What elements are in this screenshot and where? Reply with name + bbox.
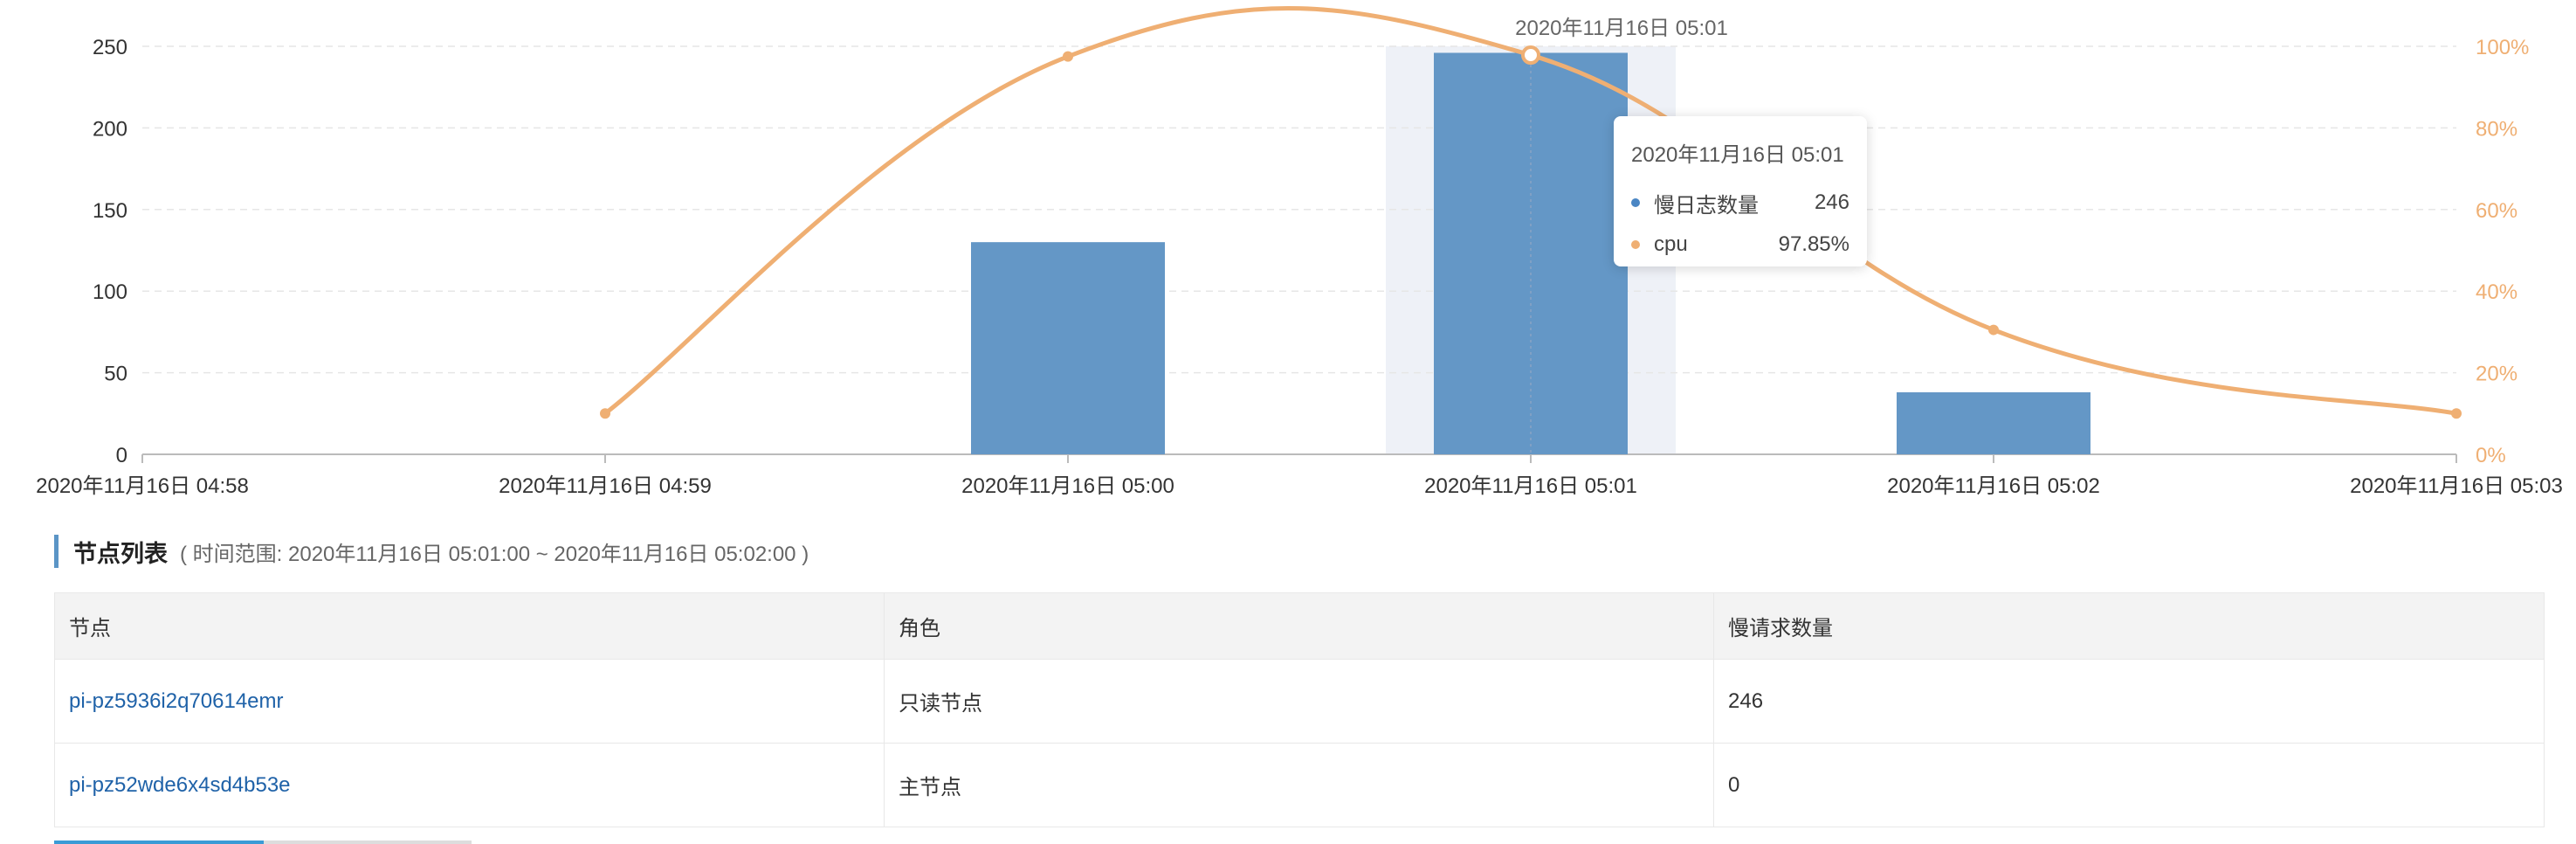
y-left-tick-label: 0 — [116, 444, 127, 467]
bar — [1897, 392, 2090, 454]
cpu-point — [1988, 324, 1999, 336]
hover-axis-label: 2020年11月16日 05:01 — [1515, 17, 1728, 40]
count-cell: 0 — [1713, 743, 2545, 827]
role-cell: 只读节点 — [884, 659, 1714, 744]
node-link[interactable]: pi-pz52wde6x4sd4b53e — [69, 772, 291, 797]
y-right-tick-label: 40% — [2476, 280, 2517, 304]
y-left-tick-label: 250 — [93, 36, 127, 59]
cpu-point — [2451, 408, 2462, 419]
series-dot-icon — [1631, 198, 1640, 207]
y-right-tick-label: 0% — [2476, 444, 2506, 467]
column-header-role: 角色 — [884, 592, 1714, 660]
table-row: pi-pz5936i2q70614emr 只读节点 246 — [54, 659, 2545, 744]
time-range: ( 时间范围: 2020年11月16日 05:01:00 ~ 2020年11月1… — [180, 542, 809, 566]
y-left-tick-label: 200 — [93, 117, 127, 141]
node-link[interactable]: pi-pz5936i2q70614emr — [69, 688, 284, 713]
section-title: 节点列表 — [73, 540, 168, 567]
y-right-tick-label: 80% — [2476, 117, 2517, 141]
cpu-point — [1063, 51, 1073, 62]
slow-log-chart: 0 50 100 150 200 250 0% 20% 40% 60% 80% 100% 2020年11… — [36, 5, 2563, 498]
node-list-heading: 节点列表 ( 时间范围: 2020年11月16日 05:01:00 ~ 2020… — [54, 535, 809, 568]
series-dot-icon — [1631, 240, 1640, 249]
count-cell: 246 — [1713, 659, 2545, 744]
tooltip-row: 慢日志数量 246 — [1631, 182, 1849, 224]
y-right-tick-label: 60% — [2476, 199, 2517, 223]
x-tick-label: 2020年11月16日 05:03 — [2350, 474, 2563, 498]
chart-area: 0 50 100 150 200 250 0% 20% 40% 60% 80% 100% 2020年11… — [36, 5, 2563, 498]
node-cell: pi-pz5936i2q70614emr — [54, 659, 885, 744]
node-table: 节点 角色 慢请求数量 pi-pz5936i2q70614emr 只读节点 24… — [54, 592, 2545, 827]
y-left-tick-label: 50 — [104, 363, 127, 386]
column-header-node: 节点 — [54, 592, 885, 660]
x-tick-label: 2020年11月16日 04:58 — [36, 474, 249, 498]
x-tick-label: 2020年11月16日 04:59 — [499, 474, 712, 498]
bar — [1434, 52, 1628, 455]
column-header-slow-count: 慢请求数量 — [1713, 592, 2545, 660]
tooltip-series-name: 慢日志数量 — [1654, 193, 1759, 218]
x-tick-label: 2020年11月16日 05:00 — [961, 474, 1174, 498]
table-header-row: 节点 角色 慢请求数量 — [54, 592, 2545, 660]
node-cell: pi-pz52wde6x4sd4b53e — [54, 743, 885, 827]
tooltip-series-value: 246 — [1814, 190, 1849, 214]
cpu-point-active — [1521, 45, 1540, 66]
tooltip-row: cpu 97.85% — [1631, 224, 1849, 266]
y-left-tick-label: 150 — [93, 199, 127, 223]
y-left-tick-label: 100 — [93, 280, 127, 304]
tooltip-title: 2020年11月16日 05:01 — [1631, 143, 1844, 167]
scrollbar-thumb[interactable] — [54, 841, 264, 844]
x-tick-label: 2020年11月16日 05:01 — [1424, 474, 1637, 498]
y-right-tick-label: 20% — [2476, 363, 2517, 386]
y-right-tick-label: 100% — [2476, 36, 2529, 59]
table-row: pi-pz52wde6x4sd4b53e 主节点 0 — [54, 743, 2545, 827]
tooltip-series-name: cpu — [1654, 232, 1688, 256]
role-cell: 主节点 — [884, 743, 1714, 827]
chart-tooltip: 2020年11月16日 05:01 慢日志数量 246 cpu 97.85% — [1614, 116, 1867, 266]
x-tick-label: 2020年11月16日 05:02 — [1887, 474, 2100, 498]
horizontal-scrollbar[interactable] — [54, 841, 472, 844]
bar — [971, 242, 1165, 454]
tooltip-series-value: 97.85% — [1778, 232, 1849, 256]
cpu-point — [600, 408, 610, 419]
